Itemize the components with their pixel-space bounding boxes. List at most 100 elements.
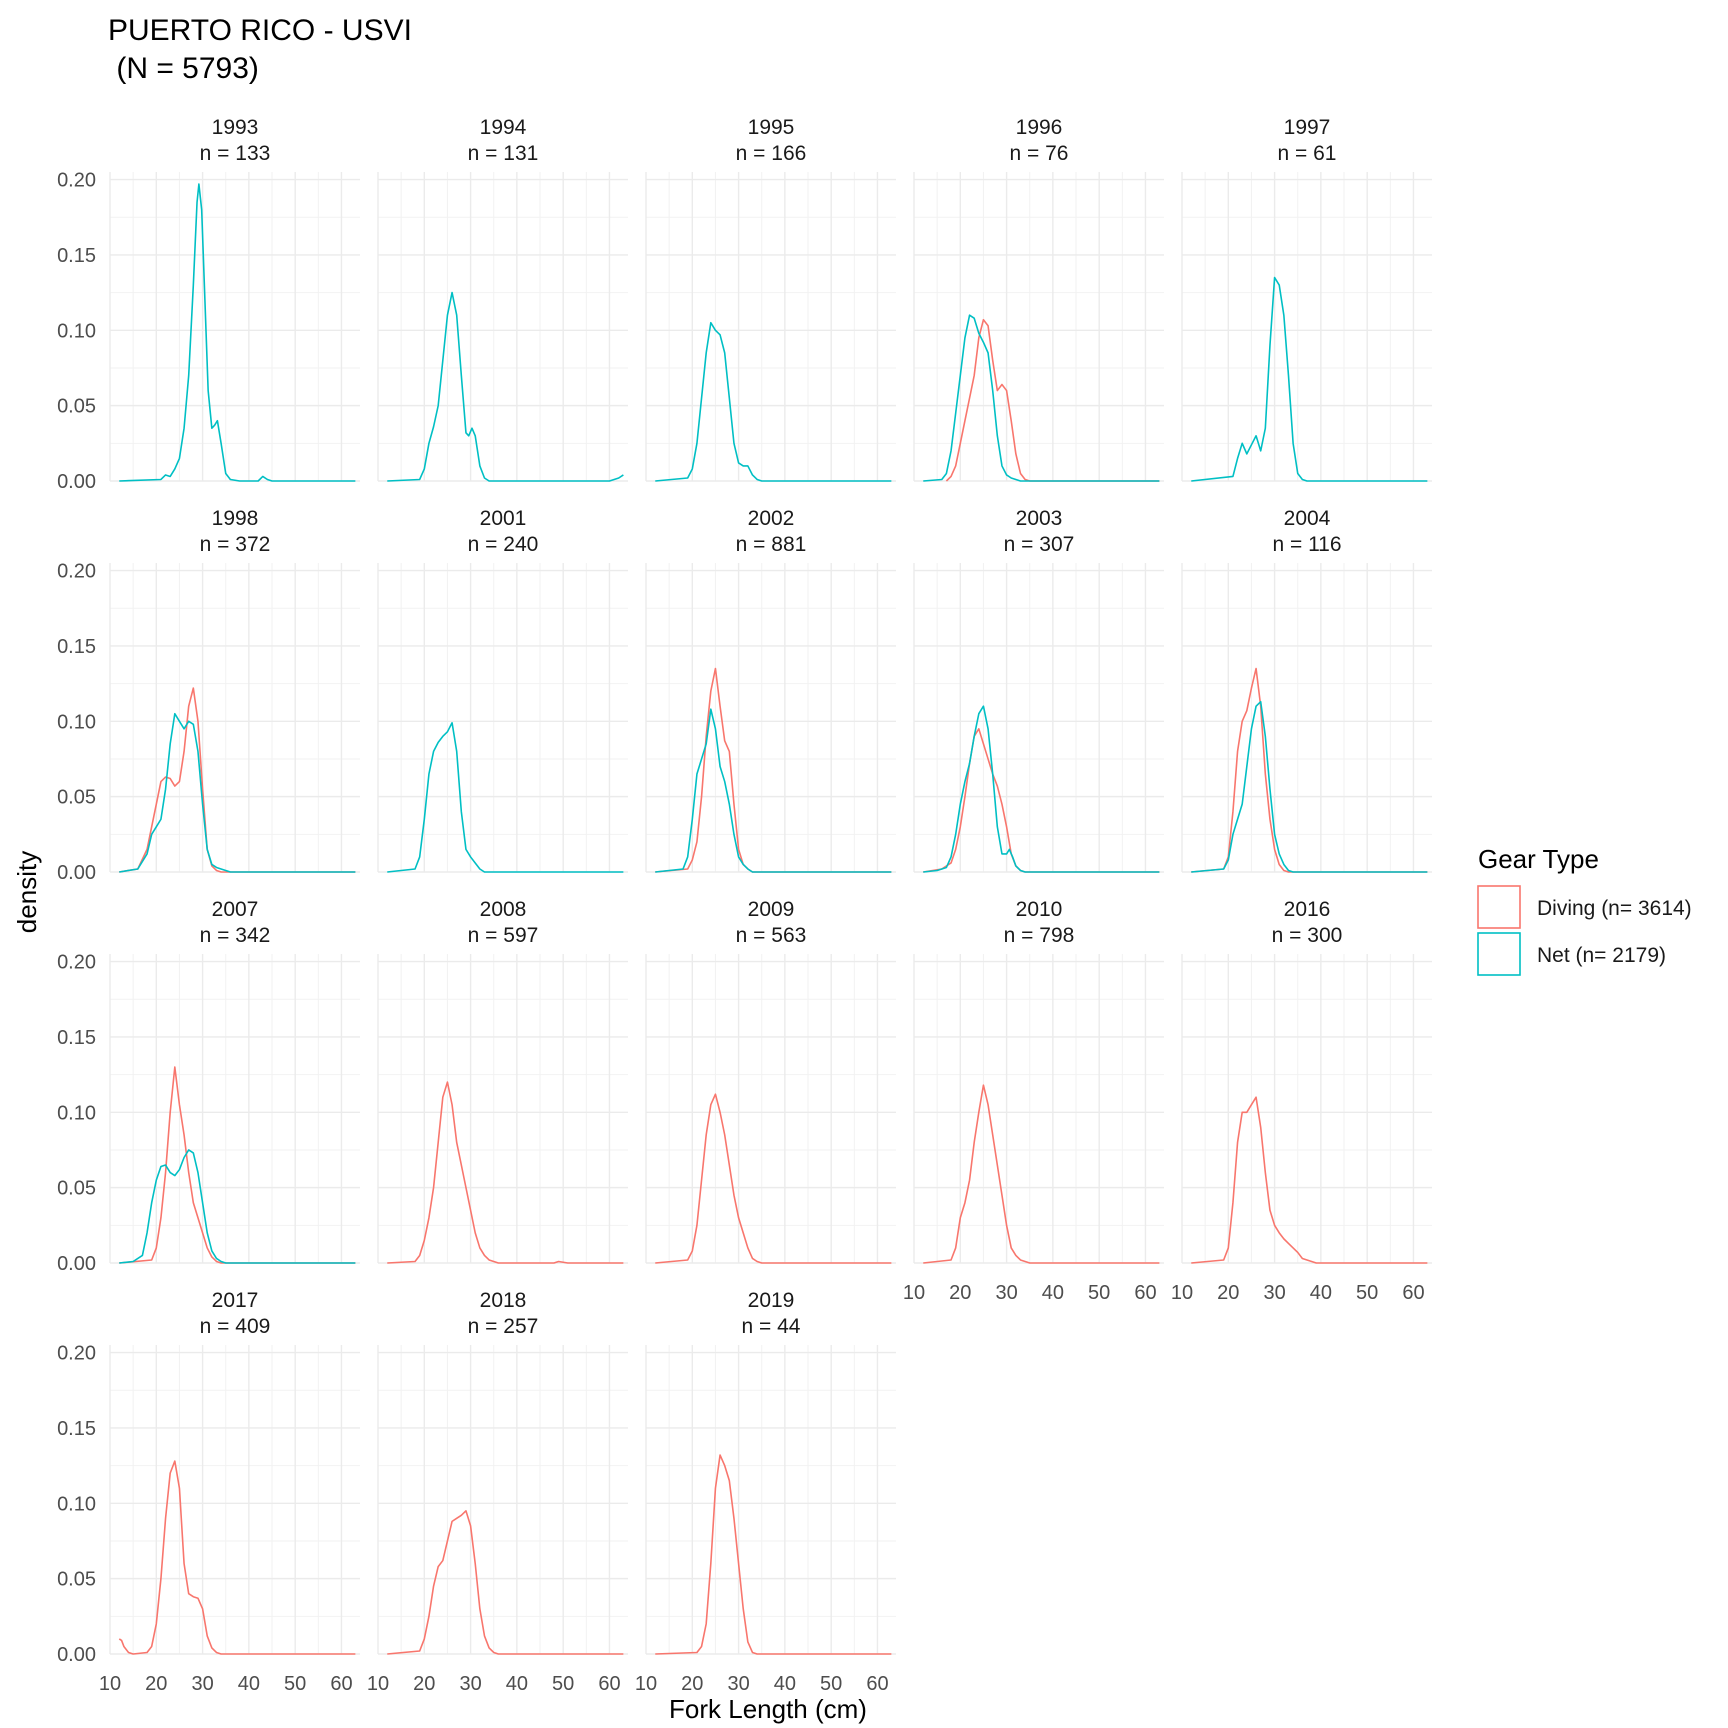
panel-n-label: n = 257 bbox=[468, 1315, 539, 1338]
density-line-diving bbox=[923, 728, 1160, 873]
y-tick-label: 0.05 bbox=[57, 787, 96, 809]
panel-grid bbox=[645, 563, 896, 873]
x-tick-label: 20 bbox=[145, 1673, 167, 1695]
panel-2007: 2007 n = 342 bbox=[109, 898, 360, 1264]
x-tick-label: 40 bbox=[1310, 1282, 1332, 1304]
panel-grid bbox=[645, 1345, 896, 1655]
panel-2016: 2016 n = 300 bbox=[1181, 898, 1432, 1264]
y-tick-label: 0.05 bbox=[57, 396, 96, 418]
y-tick-label: 0.15 bbox=[57, 636, 96, 658]
x-tick-label: 30 bbox=[191, 1673, 213, 1695]
panel-n-label: n = 881 bbox=[736, 533, 807, 556]
y-tick-label: 0.05 bbox=[57, 1569, 96, 1591]
x-tick-label: 60 bbox=[866, 1673, 888, 1695]
density-line-diving bbox=[945, 318, 1160, 482]
panel-grid bbox=[913, 172, 1164, 482]
legend-label-net: Net (n= 2179) bbox=[1537, 944, 1666, 967]
x-tick-label: 40 bbox=[238, 1673, 260, 1695]
x-axis-label: Fork Length (cm) bbox=[669, 1694, 867, 1724]
panel-grid bbox=[913, 563, 1164, 873]
legend-key-diving bbox=[1477, 885, 1521, 929]
panel-n-label: n = 44 bbox=[742, 1315, 801, 1338]
panel-year-label: 2003 bbox=[1016, 507, 1063, 530]
density-line-diving bbox=[119, 687, 356, 873]
density-line-net bbox=[923, 314, 1160, 482]
panel-grid bbox=[1181, 954, 1432, 1264]
x-tick-label: 40 bbox=[506, 1673, 528, 1695]
y-axis-label: density bbox=[12, 851, 42, 933]
panel-1994: 1994 n = 131 bbox=[377, 116, 628, 482]
x-tick-label: 60 bbox=[1402, 1282, 1424, 1304]
panel-n-label: n = 798 bbox=[1004, 924, 1075, 947]
density-line-net bbox=[655, 708, 892, 873]
density-line-net bbox=[1191, 700, 1428, 873]
density-line-net bbox=[1191, 276, 1428, 482]
y-tick-label: 0.20 bbox=[57, 561, 96, 583]
x-tick-label: 10 bbox=[99, 1673, 121, 1695]
panel-grid bbox=[645, 954, 896, 1264]
panel-2009: 2009 n = 563 bbox=[645, 898, 896, 1264]
panel-grid bbox=[913, 954, 1164, 1264]
y-tick-label: 0.10 bbox=[57, 320, 96, 342]
panel-year-label: 2001 bbox=[480, 507, 527, 530]
density-line-diving bbox=[387, 1081, 624, 1264]
panel-1993: 1993 n = 133 bbox=[109, 116, 360, 482]
chart-title-line-2: (N = 5793) bbox=[108, 52, 259, 85]
x-tick-label: 30 bbox=[459, 1673, 481, 1695]
panel-n-label: n = 409 bbox=[200, 1315, 271, 1338]
axes: 0.00 0.05 0.10 0.15 0.20 0.00 0.05 0.10 0.15 0.20… bbox=[57, 170, 1425, 1695]
panel-1995: 1995 n = 166 bbox=[645, 116, 896, 482]
panel-grid bbox=[645, 172, 896, 482]
legend-item-diving: Diving (n= 3614) bbox=[1477, 885, 1692, 929]
panel-n-label: n = 597 bbox=[468, 924, 539, 947]
panel-2018: 2018 n = 257 bbox=[377, 1289, 628, 1655]
legend-key-net bbox=[1477, 932, 1521, 976]
density-line-diving bbox=[655, 1093, 892, 1264]
density-line-diving bbox=[118, 1460, 356, 1655]
density-line-net bbox=[655, 321, 892, 482]
x-tick-label: 50 bbox=[552, 1673, 574, 1695]
y-tick-label: 0.15 bbox=[57, 1027, 96, 1049]
density-line-diving bbox=[655, 1454, 892, 1655]
x-tick-label: 30 bbox=[727, 1673, 749, 1695]
panel-2019: 2019 n = 44 bbox=[645, 1289, 896, 1655]
panel-n-label: n = 372 bbox=[200, 533, 271, 556]
panel-n-label: n = 166 bbox=[736, 142, 807, 165]
y-tick-label: 0.10 bbox=[57, 711, 96, 733]
chart-title-line-1: PUERTO RICO - USVI bbox=[108, 14, 412, 47]
legend-item-net: Net (n= 2179) bbox=[1477, 932, 1666, 976]
density-line-diving bbox=[1191, 1096, 1428, 1264]
panel-2017: 2017 n = 409 bbox=[109, 1289, 360, 1655]
panel-grid bbox=[109, 563, 360, 873]
density-line-diving bbox=[119, 1066, 356, 1264]
panel-n-label: n = 61 bbox=[1278, 142, 1337, 165]
panel-year-label: 2017 bbox=[212, 1289, 259, 1312]
y-tick-label: 0.15 bbox=[57, 1418, 96, 1440]
panel-2003: 2003 n = 307 bbox=[913, 507, 1164, 873]
x-tick-label: 20 bbox=[413, 1673, 435, 1695]
x-tick-label: 50 bbox=[284, 1673, 306, 1695]
panel-n-label: n = 116 bbox=[1272, 533, 1341, 556]
panel-year-label: 2004 bbox=[1284, 507, 1331, 530]
panel-grid bbox=[377, 563, 628, 873]
panel-n-label: n = 240 bbox=[468, 533, 539, 556]
density-line-diving bbox=[1191, 667, 1428, 873]
x-tick-label: 50 bbox=[1088, 1282, 1110, 1304]
panel-year-label: 1994 bbox=[480, 116, 527, 139]
panel-n-label: n = 563 bbox=[736, 924, 807, 947]
x-tick-label: 10 bbox=[635, 1673, 657, 1695]
x-tick-label: 10 bbox=[1171, 1282, 1193, 1304]
x-tick-label: 10 bbox=[367, 1673, 389, 1695]
y-tick-label: 0.00 bbox=[57, 1644, 96, 1666]
density-line-net bbox=[119, 183, 356, 482]
panel-2008: 2008 n = 597 bbox=[377, 898, 628, 1264]
y-tick-label: 0.20 bbox=[57, 170, 96, 192]
panel-year-label: 1998 bbox=[212, 507, 259, 530]
panel-grid bbox=[377, 1345, 628, 1655]
panel-year-label: 1993 bbox=[212, 116, 259, 139]
panel-year-label: 2016 bbox=[1284, 898, 1331, 921]
x-tick-label: 10 bbox=[903, 1282, 925, 1304]
y-tick-label: 0.00 bbox=[57, 1253, 96, 1275]
panel-year-label: 2002 bbox=[748, 507, 795, 530]
panel-year-label: 2009 bbox=[748, 898, 795, 921]
